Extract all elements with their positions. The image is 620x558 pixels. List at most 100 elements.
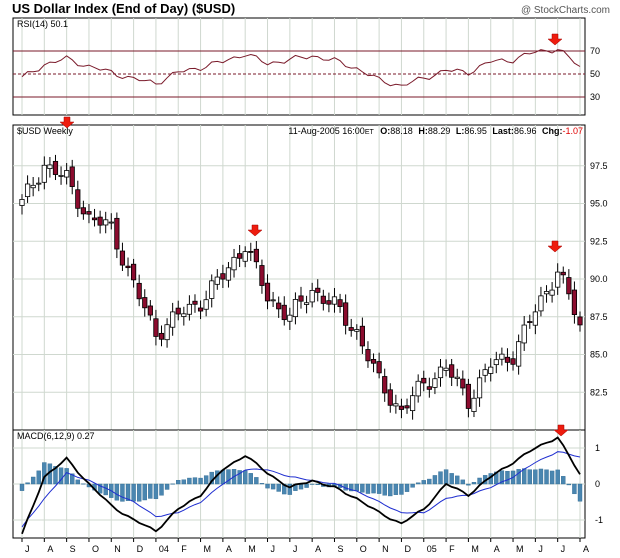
candle-body (64, 170, 70, 178)
candle-body (516, 341, 522, 367)
macd-y-ticks: 1 0 -1 (595, 443, 603, 525)
candle-body (560, 271, 566, 276)
candle-body (443, 367, 449, 371)
macd-histogram-bar (522, 468, 527, 485)
candle-body (192, 300, 198, 305)
x-tick-label: O (92, 544, 99, 554)
candle-body (91, 217, 98, 221)
x-tick-label: J (538, 544, 543, 554)
candle-body (231, 256, 237, 271)
candle-body (108, 221, 114, 224)
info-last-value: 86.96 (514, 126, 537, 136)
price-y-tick-label: 85.0 (590, 350, 608, 360)
price-panel: $USD Weekly 11-Aug-2005 16:00ET O:88.18 … (12, 124, 608, 431)
candle-body (298, 295, 304, 302)
candle-body (186, 303, 192, 315)
candle-body (103, 219, 109, 226)
info-date: 11-Aug-2005 16:00 (288, 126, 364, 136)
macd-histogram-bar (142, 483, 147, 501)
macd-histogram-bar (360, 483, 365, 493)
macd-histogram-bar (136, 483, 142, 502)
price-y-tick-label: 92.5 (590, 236, 608, 246)
macd-histogram-bar (349, 483, 354, 492)
candle-body (493, 359, 499, 366)
candle-body (437, 366, 444, 379)
candle-body (287, 314, 293, 322)
macd-histogram-bar (449, 473, 454, 485)
macd-histogram-bar (36, 470, 41, 485)
candle-body (142, 297, 148, 309)
x-tick-label: N (114, 544, 121, 554)
candle-body (432, 378, 438, 388)
x-tick-label: A (494, 544, 500, 554)
info-chg-label: Chg: (542, 126, 563, 136)
price-info-line: 11-Aug-2005 16:00ET O:88.18 H:88.29 L:86… (288, 126, 583, 136)
price-y-tick-label: 97.5 (590, 161, 608, 171)
price-y-tick-label: 90.0 (590, 274, 608, 284)
price-peak-arrow-2 (247, 224, 263, 237)
candle-body (47, 164, 53, 169)
price-panel-frame (12, 124, 586, 431)
price-y-ticks: 97.5 95.0 92.5 90.0 87.5 85.0 82.5 (590, 161, 608, 397)
candle-body (119, 250, 126, 266)
macd-peak-arrow (553, 424, 569, 437)
rsi-panel-frame (12, 17, 586, 116)
macd-histogram-bar (248, 473, 253, 485)
candle-body (136, 282, 142, 300)
candle-body (543, 291, 550, 295)
macd-histogram-bar (114, 483, 120, 501)
x-tick-label: N (382, 544, 389, 554)
macd-histogram-bar (443, 469, 449, 485)
x-tick-label: F (449, 544, 455, 554)
x-tick-label: A (583, 544, 589, 554)
candle-body (41, 164, 47, 183)
candle-body (365, 349, 371, 362)
macd-histogram (19, 462, 583, 502)
candle-body (253, 248, 259, 263)
x-tick-label: S (337, 544, 343, 554)
x-tick-label: D (137, 544, 144, 554)
candle-body (58, 175, 64, 177)
macd-histogram-bar (382, 483, 387, 496)
rsi-line (21, 49, 581, 87)
macd-histogram-bar (460, 479, 466, 485)
macd-histogram-bar (309, 483, 315, 485)
candle-body (209, 280, 215, 299)
info-open-value: 88.18 (390, 126, 413, 136)
x-tick-label: D (404, 544, 411, 554)
macd-histogram-bar (259, 483, 265, 485)
candle-body (504, 356, 511, 363)
info-last-label: Last: (492, 126, 514, 136)
candle-body (577, 316, 583, 326)
candle-body (555, 271, 561, 288)
candle-body (259, 265, 265, 286)
candle-body (24, 183, 31, 198)
candle-body (203, 299, 209, 310)
x-tick-label: M (204, 544, 212, 554)
macd-histogram-bar (30, 476, 36, 485)
candle-body (125, 265, 131, 269)
macd-histogram-bar (555, 469, 560, 485)
macd-histogram-bar (70, 473, 75, 485)
candle-body (97, 216, 103, 226)
candle-body (521, 324, 527, 344)
x-tick-label: J (561, 544, 566, 554)
candle-body (337, 299, 343, 307)
candle-body (75, 189, 81, 209)
macd-histogram-bar (527, 469, 532, 485)
macd-histogram-bar (549, 470, 555, 485)
annotation-arrows (59, 33, 569, 437)
x-tick-label: J (293, 544, 298, 554)
candle-body (130, 263, 137, 281)
candle-body (181, 313, 187, 317)
macd-histogram-bar (410, 483, 415, 488)
candle-body (359, 325, 365, 347)
x-tick-label: A (226, 544, 232, 554)
macd-histogram-bar (25, 482, 30, 485)
x-tick-label: 04 (159, 544, 169, 554)
candle-body (499, 353, 505, 360)
price-peak-arrow-1 (59, 116, 75, 129)
rsi-level-30: 30 (590, 92, 600, 102)
candle-body (270, 299, 276, 302)
